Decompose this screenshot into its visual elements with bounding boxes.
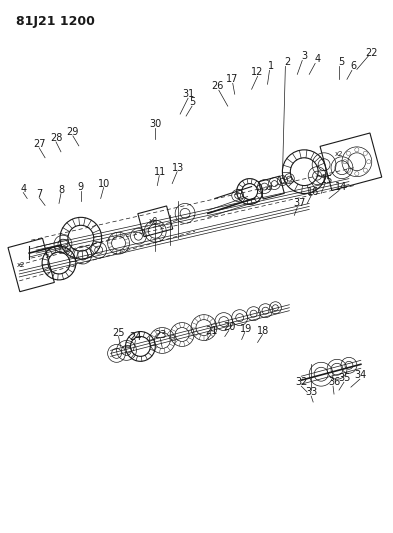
Text: 17: 17 xyxy=(226,74,238,84)
Text: 32: 32 xyxy=(295,377,307,387)
Text: 81J21 1200: 81J21 1200 xyxy=(16,15,95,28)
Text: 11: 11 xyxy=(154,167,166,176)
Text: 15: 15 xyxy=(321,175,333,184)
Text: x8: x8 xyxy=(149,217,158,226)
Text: 13: 13 xyxy=(172,163,184,173)
Text: 6: 6 xyxy=(351,61,357,71)
Text: 21: 21 xyxy=(206,326,218,336)
Text: 5: 5 xyxy=(189,97,195,107)
Text: 23: 23 xyxy=(154,329,167,340)
Text: x2: x2 xyxy=(17,262,26,268)
Text: 8: 8 xyxy=(58,184,64,195)
Text: 33: 33 xyxy=(305,387,317,397)
Text: 29: 29 xyxy=(67,127,79,137)
Text: 18: 18 xyxy=(257,326,270,336)
Text: 5: 5 xyxy=(338,58,344,68)
Text: 7: 7 xyxy=(36,189,42,198)
Text: 35: 35 xyxy=(339,373,351,383)
Text: 37: 37 xyxy=(293,198,305,208)
Text: 28: 28 xyxy=(50,133,62,143)
Text: x2: x2 xyxy=(265,184,274,191)
Text: 14: 14 xyxy=(335,182,347,191)
Text: 22: 22 xyxy=(365,47,378,58)
Text: 1: 1 xyxy=(268,61,275,71)
Text: 4: 4 xyxy=(20,183,26,193)
Text: 26: 26 xyxy=(212,82,224,91)
Text: 19: 19 xyxy=(239,324,252,334)
Text: x2: x2 xyxy=(335,151,343,157)
Text: 31: 31 xyxy=(182,89,194,99)
Text: 20: 20 xyxy=(224,321,236,332)
Text: 10: 10 xyxy=(97,179,110,189)
Text: 30: 30 xyxy=(149,119,162,129)
Text: 36: 36 xyxy=(328,377,340,387)
Text: 12: 12 xyxy=(252,67,264,77)
Text: 3: 3 xyxy=(301,52,307,61)
Text: 4: 4 xyxy=(314,54,320,64)
Text: 34: 34 xyxy=(355,370,367,380)
Text: 24: 24 xyxy=(129,332,141,342)
Text: 2: 2 xyxy=(284,58,290,68)
Text: 9: 9 xyxy=(78,182,84,191)
Text: 16: 16 xyxy=(307,187,319,197)
Text: 27: 27 xyxy=(33,139,45,149)
Text: 25: 25 xyxy=(112,328,125,337)
